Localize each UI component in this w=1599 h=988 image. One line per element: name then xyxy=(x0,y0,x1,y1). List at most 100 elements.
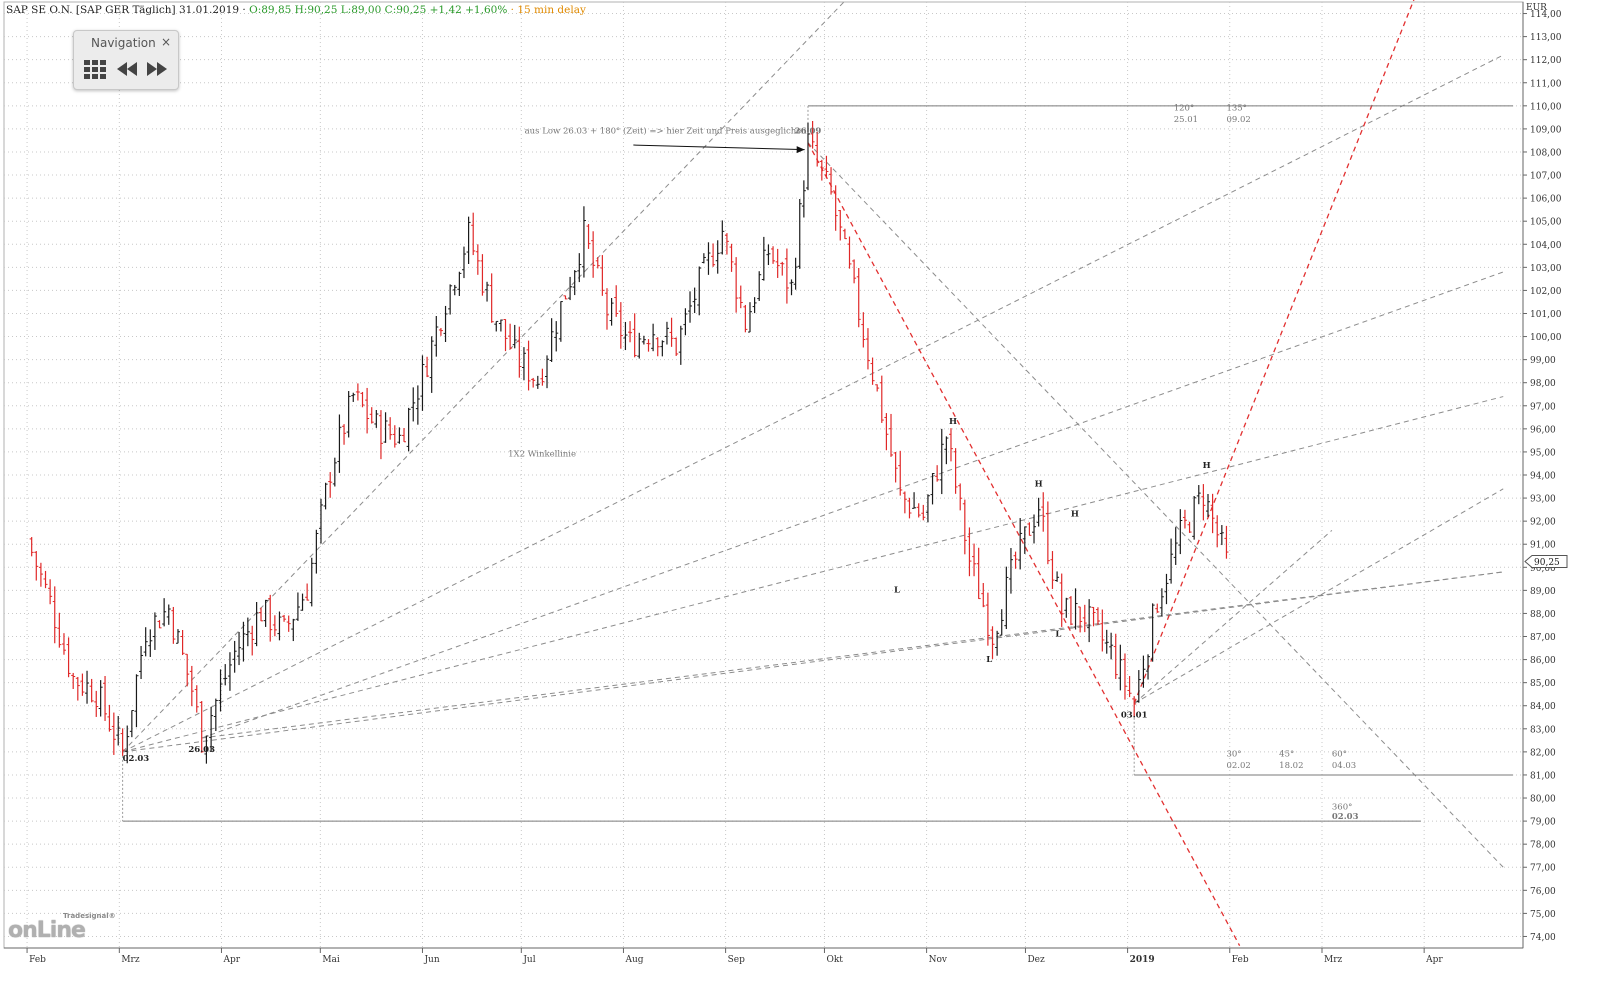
y-tick-label: 79,00 xyxy=(1530,818,1556,828)
y-tick-label: 94,00 xyxy=(1530,472,1556,482)
navigation-panel[interactable]: Navigation × xyxy=(73,30,179,90)
y-tick-label: 77,00 xyxy=(1530,864,1556,874)
navigation-title: Navigation xyxy=(91,36,156,50)
rewind-icon[interactable] xyxy=(115,58,139,80)
annotation-label: 04.03 xyxy=(1332,761,1356,771)
grid-menu-icon[interactable] xyxy=(83,58,107,80)
y-tick-label: 83,00 xyxy=(1530,725,1556,735)
fast-forward-icon[interactable] xyxy=(145,58,169,80)
annotation-label: 360° xyxy=(1332,803,1352,813)
red-dash-line xyxy=(1133,0,1415,704)
annotation-label: 26.09 xyxy=(795,127,822,137)
y-tick-label: 101,00 xyxy=(1530,310,1562,320)
annotation-label: L xyxy=(1055,630,1061,640)
annotations: aus Low 26.03 + 180° (Zeit) => hier Zeit… xyxy=(123,103,1359,821)
x-tick-label: Jul xyxy=(522,955,535,965)
gray-dash-line xyxy=(201,271,1504,739)
y-tick-label: 91,00 xyxy=(1530,541,1556,551)
y-tick-label: 113,00 xyxy=(1530,33,1562,43)
x-tick-label: Nov xyxy=(929,955,948,965)
header-delay: · 15 min delay xyxy=(510,4,586,16)
x-tick-label: Mrz xyxy=(1324,955,1343,965)
annotation-label: 03.01 xyxy=(1121,710,1148,720)
y-tick-label: 103,00 xyxy=(1530,264,1562,274)
annotation-label: 02.03 xyxy=(123,754,150,764)
y-tick-label: 86,00 xyxy=(1530,656,1556,666)
y-tick-label: 81,00 xyxy=(1530,771,1556,781)
y-tick-label: 100,00 xyxy=(1530,333,1562,343)
arrow-line xyxy=(633,144,805,151)
y-tick-label: 74,00 xyxy=(1530,933,1556,943)
annotation-label: L xyxy=(894,586,900,596)
header-symbol: SAP SE O.N. [SAP GER Täglich] 31.01.2019… xyxy=(6,4,246,16)
logo-wordmark: onLine xyxy=(8,918,86,943)
last-value-label: 90,25 xyxy=(1534,558,1560,568)
y-tick-label: 89,00 xyxy=(1530,587,1556,597)
y-tick-label: 102,00 xyxy=(1530,287,1562,297)
annotation-label: 02.03 xyxy=(1332,812,1359,822)
y-tick-label: 111,00 xyxy=(1530,79,1562,89)
x-tick-label: Aug xyxy=(624,955,643,965)
x-axis: Feb Mrz Apr Mai Jun Jul Aug Sep Okt Nov Dez 2019 Feb… xyxy=(4,947,1523,965)
y-tick-label: 104,00 xyxy=(1530,241,1562,251)
annotation-label: 135° xyxy=(1226,103,1246,113)
annotation-label: H xyxy=(1035,480,1043,490)
x-tick-label: Dez xyxy=(1027,955,1045,965)
y-tick-label: 108,00 xyxy=(1530,148,1562,158)
gray-dash-line xyxy=(122,54,1504,753)
x-tick-label: Apr xyxy=(222,955,240,965)
y-tick-label: 95,00 xyxy=(1530,448,1556,458)
annotation-label: 09.02 xyxy=(1226,115,1250,125)
annotation-label: 25.01 xyxy=(1174,115,1198,125)
header-close-change: C:90,25 +1,42 +1,60% xyxy=(384,4,508,16)
y-axis: EUR 74,00 75,00 76,00 77,00 78,00 79,00 80,00 81… xyxy=(1522,2,1568,948)
y-tick-label: 99,00 xyxy=(1530,356,1556,366)
annotation-label: 30° xyxy=(1226,749,1241,759)
gray-dash-line xyxy=(122,396,1504,753)
x-tick-label: Mai xyxy=(322,955,340,965)
x-tick-label: Okt xyxy=(826,955,843,965)
close-icon[interactable]: × xyxy=(160,35,171,49)
y-tick-label: 107,00 xyxy=(1530,172,1562,182)
annotation-label: 1X2 Winkellinie xyxy=(508,450,576,460)
annotation-label: aus Low 26.03 + 180° (Zeit) => hier Zeit… xyxy=(525,126,808,137)
x-tick-label: Sep xyxy=(728,955,745,965)
gray-dash-line xyxy=(807,142,1504,868)
x-tick-label: Mrz xyxy=(121,955,140,965)
y-tick-label: 98,00 xyxy=(1530,379,1556,389)
annotation-label: 18.02 xyxy=(1279,761,1303,771)
x-tick-label: Jun xyxy=(423,955,439,965)
y-tick-label: 85,00 xyxy=(1530,679,1556,689)
chart-header: SAP SE O.N. [SAP GER Täglich] 31.01.2019… xyxy=(6,4,586,16)
annotation-label: 02.02 xyxy=(1226,761,1250,771)
logo-tagline: Tradesignal® xyxy=(63,912,116,920)
y-tick-label: 90,00 xyxy=(1530,564,1556,574)
last-value-marker xyxy=(1524,555,1568,569)
y-tick-label: 93,00 xyxy=(1530,495,1556,505)
arrow-head xyxy=(796,146,805,154)
trend-lines xyxy=(122,0,1514,947)
y-tick-label: 97,00 xyxy=(1530,402,1556,412)
annotation-label: H xyxy=(1203,461,1211,471)
annotation-label: H xyxy=(1071,510,1079,520)
gray-dash-line xyxy=(122,571,1504,753)
tradesignal-logo: Tradesignal® onLine xyxy=(8,912,116,944)
y-tick-label: 112,00 xyxy=(1530,56,1562,66)
x-tick-label: 2019 xyxy=(1130,955,1155,965)
x-tick-label: Feb xyxy=(1232,955,1249,965)
y-tick-label: 109,00 xyxy=(1530,125,1562,135)
header-ohl: O:89,85 H:90,25 L:89,00 xyxy=(249,4,382,16)
y-tick-label: 84,00 xyxy=(1530,702,1556,712)
y-tick-label: 105,00 xyxy=(1530,218,1562,228)
chart-grid xyxy=(3,1,1524,949)
y-tick-label: 80,00 xyxy=(1530,795,1556,805)
y-tick-label: 78,00 xyxy=(1530,841,1556,851)
y-tick-label: 114,00 xyxy=(1530,10,1562,20)
annotation-label: H xyxy=(949,417,957,427)
annotation-label: L xyxy=(986,655,992,665)
red-dash-line xyxy=(807,142,1241,947)
y-tick-label: 96,00 xyxy=(1530,425,1556,435)
x-tick-label: Feb xyxy=(29,955,46,965)
